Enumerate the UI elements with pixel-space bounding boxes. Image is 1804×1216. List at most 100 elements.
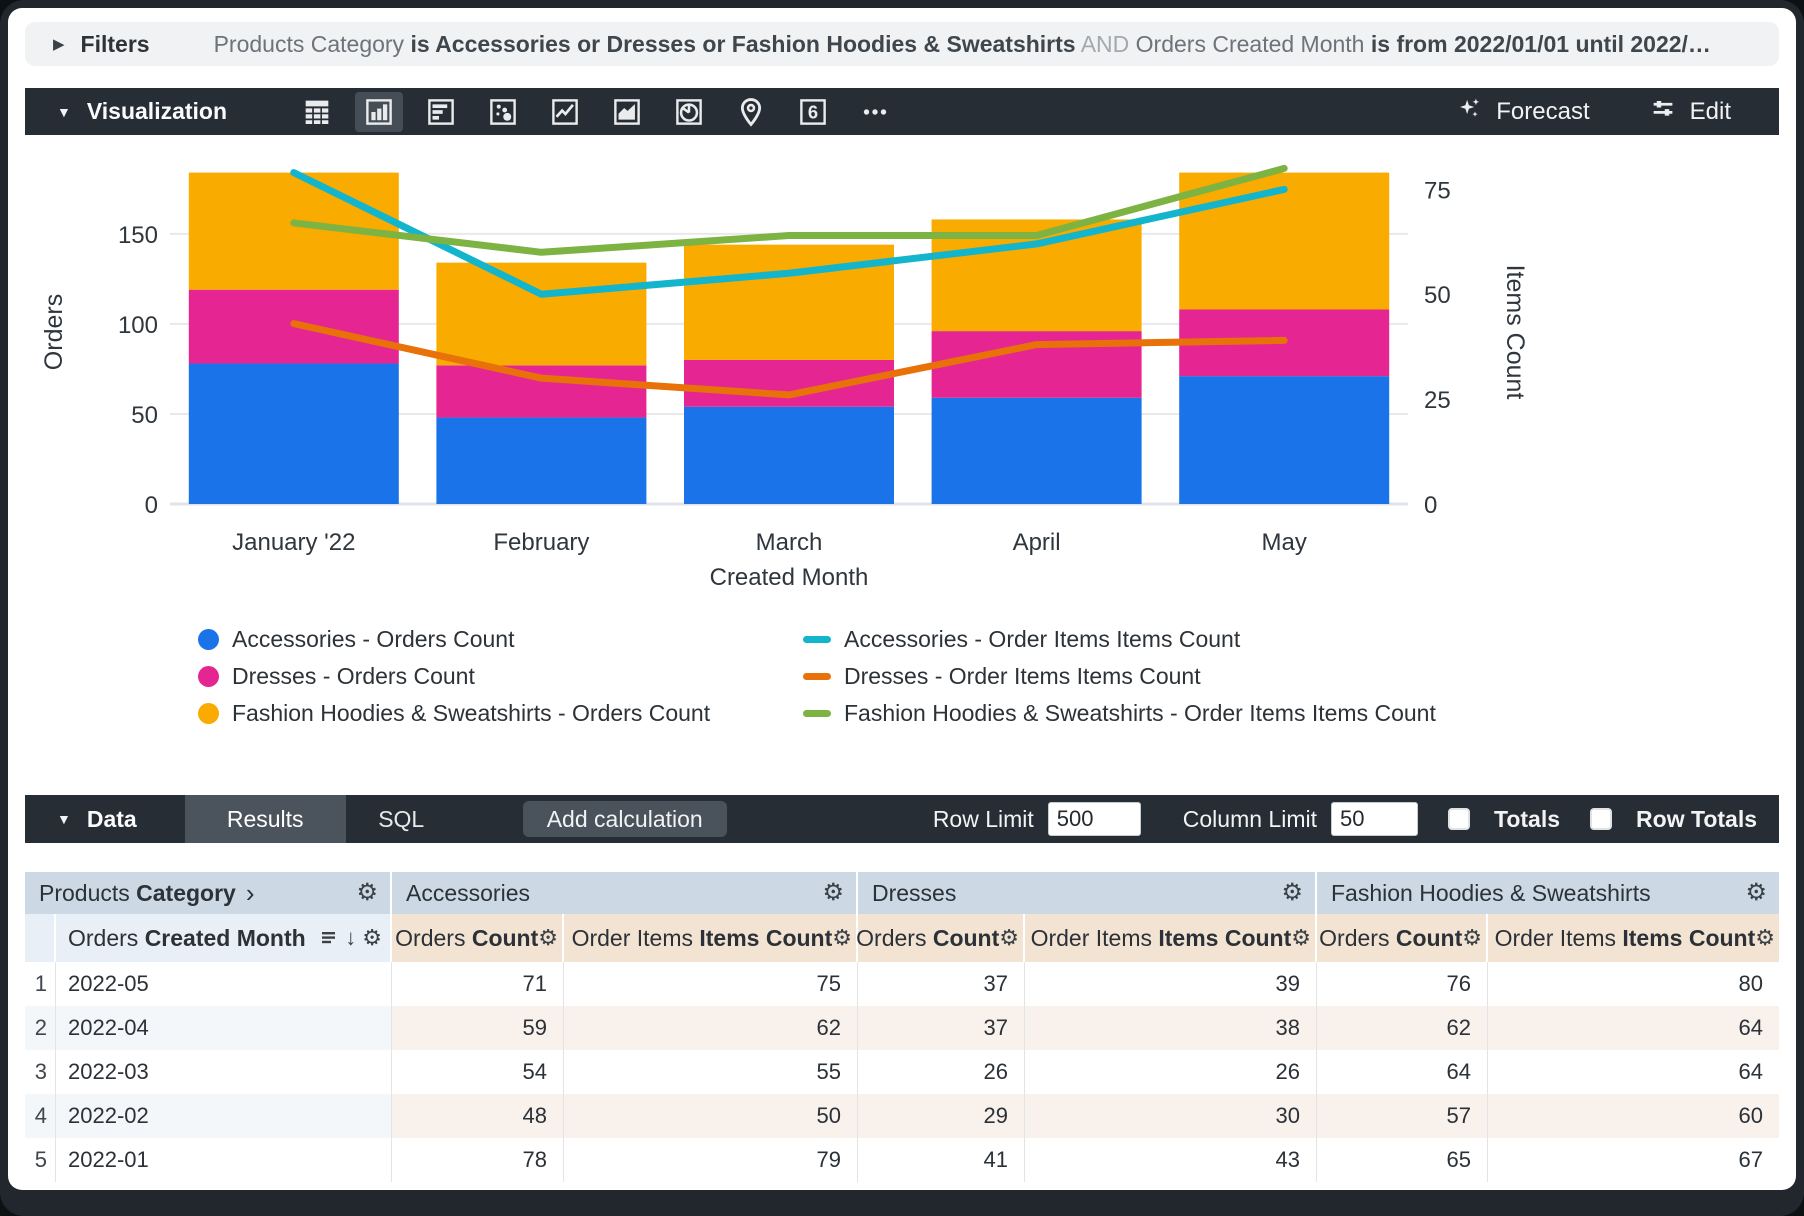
bar-segment[interactable] <box>931 397 1142 504</box>
scatter-chart-icon[interactable] <box>479 92 527 132</box>
legend-item[interactable]: Fashion Hoodies & Sweatshirts - Order It… <box>803 700 1436 726</box>
single-value-icon[interactable]: 6 <box>789 92 837 132</box>
filters-expand-icon[interactable]: ▶ <box>53 36 65 53</box>
gear-icon[interactable]: ⚙ <box>1462 925 1482 950</box>
value-cell[interactable]: 62 <box>564 1006 858 1050</box>
table-row: 5 2022-01 78 79 41 43 65 67 <box>25 1138 1779 1182</box>
month-cell[interactable]: 2022-03 <box>56 1050 392 1094</box>
bar-segment[interactable] <box>188 363 399 504</box>
tab-results[interactable]: Results <box>184 795 346 843</box>
edit-button[interactable]: Edit <box>1648 93 1731 130</box>
value-cell[interactable]: 76 <box>1317 962 1488 1006</box>
value-cell[interactable]: 37 <box>858 962 1025 1006</box>
legend-label: Dresses - Order Items Items Count <box>844 662 1201 689</box>
line-chart-icon[interactable] <box>541 92 589 132</box>
bar-segment[interactable] <box>684 406 894 504</box>
totals-checkbox[interactable] <box>1448 808 1470 830</box>
column-limit-input[interactable] <box>1331 802 1418 836</box>
legend-item[interactable]: Fashion Hoodies & Sweatshirts - Orders C… <box>198 700 803 726</box>
add-calculation-button[interactable]: Add calculation <box>522 801 727 837</box>
line-series[interactable] <box>290 320 1288 399</box>
row-totals-checkbox[interactable] <box>1590 808 1613 830</box>
legend-item[interactable]: Accessories - Orders Count <box>198 626 803 652</box>
value-cell[interactable]: 38 <box>1025 1006 1317 1050</box>
line-series[interactable] <box>290 169 1288 298</box>
pie-chart-icon[interactable] <box>665 92 713 132</box>
value-cell[interactable]: 59 <box>392 1006 564 1050</box>
value-cell[interactable]: 64 <box>1738 1059 1763 1084</box>
value-cell[interactable]: 37 <box>858 1006 1025 1050</box>
gear-icon[interactable]: ⚙ <box>362 925 382 950</box>
value-cell[interactable]: 80 <box>1738 971 1763 996</box>
month-cell[interactable]: 2022-01 <box>56 1138 392 1182</box>
data-collapse-icon[interactable]: ▼ <box>57 811 71 827</box>
map-chart-icon[interactable] <box>727 92 775 132</box>
forecast-button[interactable]: Forecast <box>1454 93 1590 130</box>
bar-segment[interactable] <box>436 417 647 504</box>
value-cell[interactable]: 48 <box>392 1094 564 1138</box>
gear-icon[interactable]: ⚙ <box>832 925 852 950</box>
month-cell[interactable]: 2022-05 <box>56 962 392 1006</box>
bar-chart-icon[interactable] <box>417 92 465 132</box>
bar-segment[interactable] <box>436 365 647 418</box>
more-viz-options-icon[interactable] <box>851 92 899 132</box>
group-rows-icon[interactable] <box>319 928 339 948</box>
gear-icon[interactable]: ⚙ <box>1291 925 1311 950</box>
dimension-header[interactable]: Orders Created Month ↓ ⚙ <box>56 914 392 962</box>
value-cell[interactable]: 71 <box>392 962 564 1006</box>
gear-icon[interactable]: ⚙ <box>999 925 1019 950</box>
measure-header[interactable]: Order Items Items Count ⚙ <box>564 914 858 962</box>
value-cell[interactable]: 65 <box>1317 1138 1488 1182</box>
gear-icon[interactable]: ⚙ <box>538 925 558 950</box>
measure-header[interactable]: Order Items Items Count ⚙ <box>1025 914 1317 962</box>
value-cell[interactable]: 26 <box>1025 1050 1317 1094</box>
value-cell[interactable]: 39 <box>1025 962 1317 1006</box>
bar-segment[interactable] <box>436 262 647 366</box>
area-chart-icon[interactable] <box>603 92 651 132</box>
value-cell[interactable]: 29 <box>858 1094 1025 1138</box>
value-cell[interactable]: 54 <box>392 1050 564 1094</box>
visualization-collapse-icon[interactable]: ▼ <box>57 103 71 120</box>
value-cell[interactable]: 75 <box>564 962 858 1006</box>
value-cell[interactable]: 55 <box>564 1050 858 1094</box>
table-chart-icon[interactable] <box>293 92 341 132</box>
value-cell[interactable]: 60 <box>1488 1094 1779 1138</box>
line-series[interactable] <box>290 164 1288 256</box>
measure-header[interactable]: Orders Count ⚙ <box>392 914 564 962</box>
left-axis-title: Orders <box>40 294 68 370</box>
value-cell[interactable]: 62 <box>1317 1006 1488 1050</box>
month-cell[interactable]: 2022-04 <box>56 1006 392 1050</box>
row-limit-input[interactable] <box>1047 802 1141 836</box>
value-cell[interactable]: 57 <box>1317 1094 1488 1138</box>
sort-desc-icon[interactable]: ↓ <box>345 925 357 950</box>
measure-header[interactable]: Orders Count ⚙ <box>856 914 1025 962</box>
value-cell[interactable]: 64 <box>1488 1006 1779 1050</box>
bar-segment[interactable] <box>1179 172 1390 310</box>
value-cell[interactable]: 30 <box>1025 1094 1317 1138</box>
bar-segment[interactable] <box>1179 376 1390 504</box>
value-cell[interactable]: 50 <box>564 1094 858 1138</box>
legend-item[interactable]: Dresses - Orders Count <box>198 663 803 689</box>
gear-icon[interactable]: ⚙ <box>1281 879 1303 906</box>
measure-header[interactable]: Order Items Items Count ⚙ <box>1488 914 1779 962</box>
month-cell[interactable]: 2022-02 <box>56 1094 392 1138</box>
measure-header[interactable]: Orders Count ⚙ <box>1317 914 1488 962</box>
gear-icon[interactable]: ⚙ <box>1745 879 1767 906</box>
value-cell[interactable]: 41 <box>858 1138 1025 1182</box>
legend-item[interactable]: Dresses - Order Items Items Count <box>803 663 1436 689</box>
gear-icon[interactable]: ⚙ <box>1755 925 1775 950</box>
gear-icon[interactable]: ⚙ <box>356 879 378 906</box>
gear-icon[interactable]: ⚙ <box>822 879 844 906</box>
value-cell[interactable]: 64 <box>1317 1050 1488 1094</box>
value-cell[interactable]: 43 <box>1025 1138 1317 1182</box>
legend-item[interactable]: Accessories - Order Items Items Count <box>803 626 1436 652</box>
column-chart-icon[interactable] <box>355 91 404 132</box>
value-cell[interactable]: 79 <box>564 1138 858 1182</box>
value-cell[interactable]: 26 <box>858 1050 1025 1094</box>
expand-chevron-icon[interactable]: › <box>245 877 255 908</box>
combo-chart[interactable]: 0 50 100 150 0 25 50 75 January '22 February March… <box>8 138 1796 590</box>
value-cell[interactable]: 78 <box>392 1138 564 1182</box>
filters-bar[interactable]: ▶ Filters Products Category is Accessori… <box>25 22 1779 66</box>
tab-sql[interactable]: SQL <box>378 805 425 832</box>
value-cell[interactable]: 67 <box>1738 1147 1763 1172</box>
